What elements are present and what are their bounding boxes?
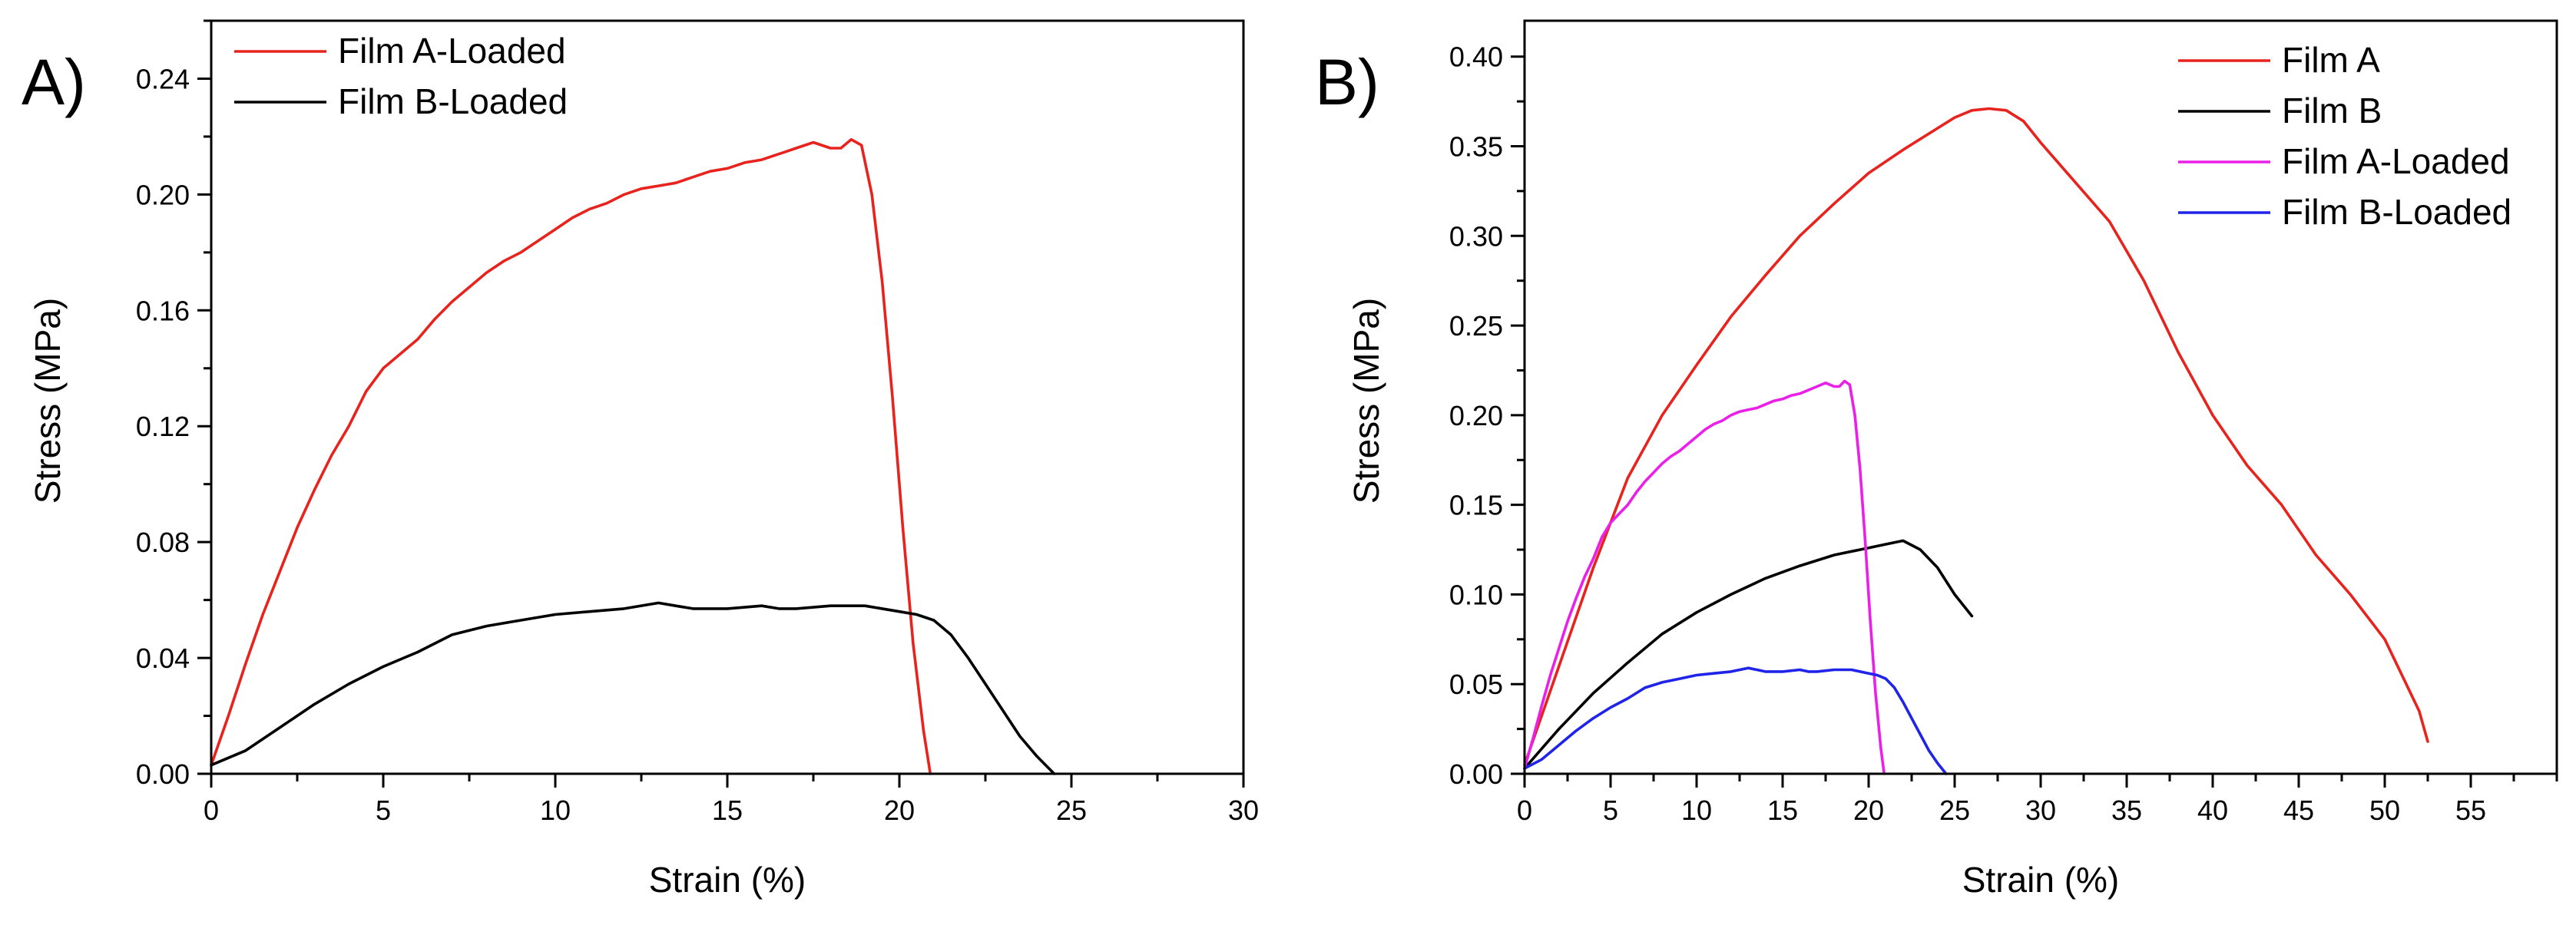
y-tick-label: 0.05 <box>1449 669 1503 700</box>
x-tick-label: 30 <box>2025 795 2056 826</box>
x-tick-label: 10 <box>540 795 571 826</box>
x-tick-label: 25 <box>1056 795 1087 826</box>
y-tick-label: 0.20 <box>1449 400 1503 431</box>
x-tick-label: 5 <box>376 795 391 826</box>
axis-ticks: 0 5 10 15 20 25 30 0.00 0.04 0.08 0.12 0.16 0.20 0.24 <box>136 19 1259 826</box>
series-line-film-b <box>1523 539 1974 770</box>
y-tick-label: 0.30 <box>1449 220 1503 252</box>
x-tick-label: 20 <box>884 795 915 826</box>
series-layer <box>210 137 1056 775</box>
y-tick-label: 0.10 <box>1449 579 1503 610</box>
chart-panel-a: A) 0 5 10 15 20 25 300.000.040.080.120.160.200… <box>22 19 1259 900</box>
x-axis-title: Strain (%) <box>1962 860 2119 900</box>
series-line-film-a-loaded <box>1523 379 1886 775</box>
plot-frame <box>1523 19 2558 775</box>
chart-panel-b: B) 0 5 10 15 20 25 30 35 40 45 50 55 0.00 0.05 0.10 0.1… <box>1315 19 2558 900</box>
series-line-film-a <box>1523 107 2429 767</box>
y-tick-label: 0.12 <box>136 411 190 442</box>
y-tick-label: 0.00 <box>136 758 190 790</box>
y-tick-label: 0.00 <box>1449 758 1503 790</box>
y-tick-label: 0.15 <box>1449 490 1503 521</box>
x-tick-label: 25 <box>1939 795 1970 826</box>
legend-label-film-b-loaded: Film B-Loaded <box>2282 192 2511 232</box>
x-tick-label: 55 <box>2455 795 2486 826</box>
y-tick-label: 0.04 <box>136 643 190 674</box>
x-tick-label: 45 <box>2283 795 2314 826</box>
x-tick-label: 50 <box>2369 795 2400 826</box>
x-axis-title: Strain (%) <box>649 860 806 900</box>
y-tick-label: 0.35 <box>1449 131 1503 163</box>
series-line-film-b-loaded <box>210 601 1056 775</box>
legend: Film A-Loaded Film B-Loaded <box>234 31 568 121</box>
x-tick-label: 20 <box>1853 795 1884 826</box>
plot-frame <box>210 19 1245 775</box>
y-tick-label: 0.20 <box>136 179 190 210</box>
legend-label-film-b-loaded: Film B-Loaded <box>338 81 568 121</box>
panel-label: B) <box>1315 46 1379 118</box>
series-line-film-b-loaded <box>1523 666 1948 775</box>
x-tick-label: 5 <box>1603 795 1618 826</box>
x-tick-label: 0 <box>1517 795 1532 826</box>
y-axis-title: Stress (MPa) <box>28 298 68 504</box>
legend: Film A Film B Film A-Loaded Film B-Loaded <box>2178 40 2511 232</box>
y-tick-label: 0.25 <box>1449 310 1503 342</box>
series-line-film-a-loaded <box>210 137 932 775</box>
x-tick-label: 15 <box>1767 795 1798 826</box>
y-tick-label: 0.40 <box>1449 41 1503 73</box>
y-tick-label: 0.16 <box>136 295 190 326</box>
y-tick-label: 0.24 <box>136 63 190 94</box>
x-tick-label: 10 <box>1681 795 1712 826</box>
legend-label-film-b: Film B <box>2282 91 2382 130</box>
x-tick-label: 35 <box>2111 795 2142 826</box>
axis-ticks: 0 5 10 15 20 25 30 35 40 45 50 55 0.00 0.05 0.10 0.15 0.… <box>1449 41 2558 826</box>
y-tick-label: 0.08 <box>136 527 190 558</box>
panel-label: A) <box>22 46 86 118</box>
x-tick-label: 40 <box>2197 795 2228 826</box>
x-tick-label: 0 <box>204 795 219 826</box>
legend-label-film-a: Film A <box>2282 40 2380 80</box>
y-axis-title: Stress (MPa) <box>1346 298 1386 504</box>
legend-label-film-a-loaded: Film A-Loaded <box>338 31 566 71</box>
series-layer <box>1523 107 2429 775</box>
legend-label-film-a-loaded: Film A-Loaded <box>2282 141 2510 181</box>
x-tick-label: 15 <box>712 795 743 826</box>
x-tick-label: 30 <box>1228 795 1259 826</box>
